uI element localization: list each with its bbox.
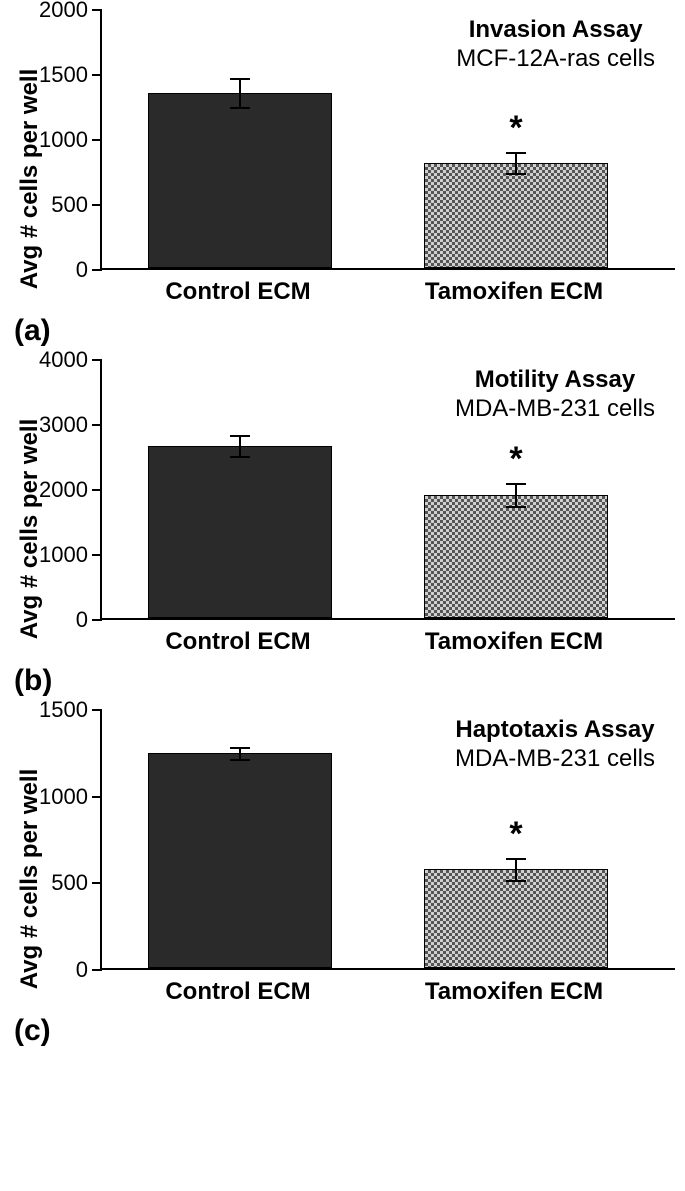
error-cap-bottom [506, 880, 526, 882]
y-tick [92, 139, 102, 141]
error-cap-bottom [230, 107, 250, 109]
x-axis-labels: Control ECM Tamoxifen ECM [100, 978, 675, 1010]
bar-tamoxifen: * [424, 495, 608, 619]
y-tick-label: 1000 [39, 784, 88, 810]
y-tick-label: 500 [51, 192, 88, 218]
y-tick [92, 554, 102, 556]
error-cap-top [506, 483, 526, 485]
chart-title-line2: MCF-12A-ras cells [456, 45, 655, 74]
y-tick [92, 424, 102, 426]
error-cap-top [506, 152, 526, 154]
bar-tamoxifen: * [424, 163, 608, 268]
chart-title-line2: MDA-MB-231 cells [455, 395, 655, 424]
error-cap-top [230, 435, 250, 437]
y-tick-label: 1000 [39, 127, 88, 153]
panel-letter: (a) [14, 314, 675, 348]
chart-panel-c: Avg # cells per well050010001500*Haptota… [10, 710, 675, 1048]
y-tick-label: 1500 [39, 697, 88, 723]
chart-title-line1: Invasion Assay [456, 16, 655, 45]
x-label-tamoxifen: Tamoxifen ECM [425, 628, 603, 656]
bar-control [148, 753, 332, 968]
y-tick [92, 359, 102, 361]
chart-panel-b: Avg # cells per well01000200030004000*Mo… [10, 360, 675, 698]
panel-letter: (c) [14, 1014, 675, 1048]
y-tick-label: 3000 [39, 412, 88, 438]
chart-title-line1: Haptotaxis Assay [455, 716, 655, 745]
y-tick-label: 0 [76, 257, 88, 283]
y-tick [92, 796, 102, 798]
x-label-tamoxifen: Tamoxifen ECM [425, 278, 603, 306]
y-tick-label: 2000 [39, 477, 88, 503]
chart-title: Invasion AssayMCF-12A-ras cells [456, 16, 655, 74]
bar-tamoxifen: * [424, 869, 608, 968]
panel-letter: (b) [14, 664, 675, 698]
y-tick-label: 500 [51, 870, 88, 896]
x-axis-labels: Control ECM Tamoxifen ECM [100, 628, 675, 660]
y-tick-label: 0 [76, 607, 88, 633]
y-tick-label: 1500 [39, 62, 88, 88]
plot-area: 0500100015002000*Invasion AssayMCF-12A-r… [100, 10, 675, 270]
chart-title-line1: Motility Assay [455, 366, 655, 395]
plot-area: 050010001500*Haptotaxis AssayMDA-MB-231 … [100, 710, 675, 970]
chart-title: Haptotaxis AssayMDA-MB-231 cells [455, 716, 655, 774]
chart-title: Motility AssayMDA-MB-231 cells [455, 366, 655, 424]
error-bar [515, 483, 517, 508]
x-axis-labels: Control ECM Tamoxifen ECM [100, 278, 675, 310]
bar-control [148, 93, 332, 269]
y-tick [92, 9, 102, 11]
chart-title-line2: MDA-MB-231 cells [455, 745, 655, 774]
bar-control [148, 446, 332, 618]
y-tick [92, 204, 102, 206]
y-tick [92, 619, 102, 621]
error-cap-top [230, 78, 250, 80]
error-cap-top [230, 747, 250, 749]
error-cap-top [506, 858, 526, 860]
error-bar [239, 435, 241, 458]
y-tick-label: 1000 [39, 542, 88, 568]
error-bar [239, 747, 241, 761]
y-tick [92, 269, 102, 271]
x-label-control: Control ECM [165, 978, 310, 1006]
error-cap-bottom [230, 759, 250, 761]
significance-star-icon: * [509, 815, 522, 854]
x-label-control: Control ECM [165, 278, 310, 306]
y-tick [92, 969, 102, 971]
significance-star-icon: * [509, 109, 522, 148]
error-bar [239, 78, 241, 109]
y-tick [92, 882, 102, 884]
y-tick [92, 74, 102, 76]
x-label-control: Control ECM [165, 628, 310, 656]
y-tick-label: 0 [76, 957, 88, 983]
error-cap-bottom [506, 506, 526, 508]
plot-area: 01000200030004000*Motility AssayMDA-MB-2… [100, 360, 675, 620]
error-cap-bottom [506, 173, 526, 175]
y-tick [92, 709, 102, 711]
error-bar [515, 858, 517, 882]
chart-panel-a: Avg # cells per well0500100015002000*Inv… [10, 10, 675, 348]
y-tick [92, 489, 102, 491]
y-tick-label: 4000 [39, 347, 88, 373]
y-tick-label: 2000 [39, 0, 88, 23]
significance-star-icon: * [509, 440, 522, 479]
x-label-tamoxifen: Tamoxifen ECM [425, 978, 603, 1006]
error-cap-bottom [230, 456, 250, 458]
error-bar [515, 152, 517, 175]
